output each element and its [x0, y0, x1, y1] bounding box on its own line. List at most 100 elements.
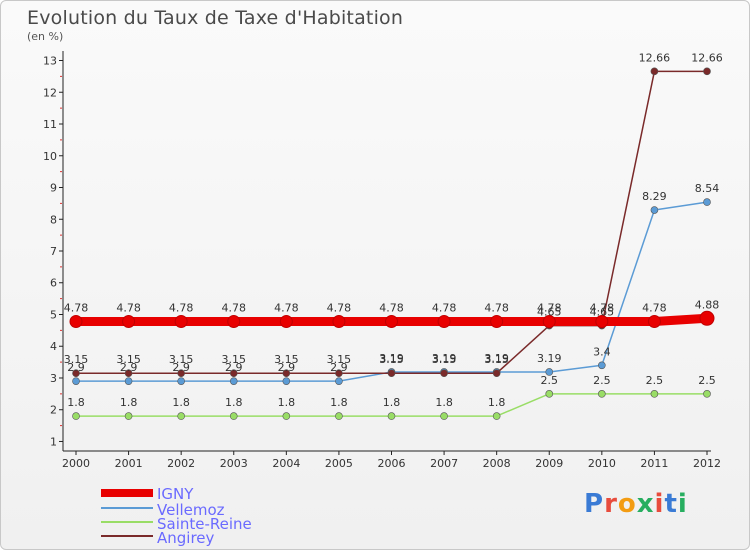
data-point-angirey [72, 369, 80, 378]
x-tick-label: 2009 [535, 457, 563, 470]
data-label-angirey: 4.65 [590, 306, 615, 319]
logo-letter: x [636, 489, 655, 519]
data-point-vellemoz [177, 377, 185, 385]
legend-swatch-sainte-reine [101, 521, 153, 523]
y-tick-label: 3 [50, 372, 57, 385]
legend-label-sainte-reine: Sainte-Reine [157, 515, 252, 533]
y-tick-label: 6 [50, 277, 57, 290]
data-point-sainte-reine [282, 412, 291, 420]
data-point-sainte-reine [387, 412, 396, 420]
data-point-sainte-reine [545, 390, 554, 398]
data-label-sainte-reine: 1.8 [330, 396, 348, 409]
data-label-angirey: 3.15 [379, 353, 404, 366]
data-point-vellemoz [229, 377, 238, 385]
data-label-sainte-reine: 1.8 [383, 396, 401, 409]
data-label-angirey: 3.15 [116, 353, 141, 366]
data-label-sainte-reine: 1.8 [120, 396, 138, 409]
legend-swatch-angirey [101, 535, 153, 537]
data-label-igny: 4.78 [537, 301, 562, 314]
y-tick-label: 1 [50, 435, 57, 448]
data-label-sainte-reine: 2.5 [541, 374, 559, 387]
data-point-igny [279, 314, 293, 328]
data-label-igny: 4.78 [64, 301, 89, 314]
data-point-sainte-reine [598, 390, 606, 398]
data-label-sainte-reine: 2.5 [698, 374, 716, 387]
x-tick-label: 2003 [220, 457, 248, 470]
data-point-igny [542, 314, 556, 328]
data-label-angirey: 4.65 [537, 306, 562, 319]
data-point-igny [699, 310, 715, 326]
data-point-sainte-reine [440, 412, 448, 420]
data-point-sainte-reine [124, 412, 133, 420]
data-point-vellemoz [703, 198, 711, 206]
data-point-vellemoz [335, 377, 343, 385]
data-label-sainte-reine: 1.8 [278, 396, 296, 409]
data-label-sainte-reine: 1.8 [225, 396, 243, 409]
y-tick-label: 9 [50, 182, 57, 195]
legend-label-angirey: Angirey [157, 529, 215, 547]
data-point-vellemoz [72, 377, 80, 385]
data-label-sainte-reine: 1.8 [435, 396, 453, 409]
x-tick-label: 2001 [115, 457, 143, 470]
chart-title: Evolution du Taux de Taxe d'Habitation [27, 7, 404, 29]
data-point-angirey [282, 369, 291, 378]
x-tick-label: 2010 [588, 457, 616, 470]
x-tick-label: 2007 [430, 457, 458, 470]
data-label-vellemoz: 2.9 [330, 361, 348, 374]
data-label-angirey: 12.66 [639, 51, 671, 64]
data-label-angirey: 3.15 [169, 353, 194, 366]
data-label-sainte-reine: 1.8 [488, 396, 506, 409]
x-tick-label: 2008 [483, 457, 511, 470]
data-label-angirey: 3.15 [432, 353, 457, 366]
data-label-vellemoz: 3.19 [484, 352, 509, 365]
data-label-igny: 4.88 [695, 298, 720, 311]
data-label-vellemoz: 3.4 [593, 345, 611, 358]
data-point-sainte-reine [229, 412, 238, 420]
y-tick-label: 13 [43, 55, 57, 68]
data-point-sainte-reine [650, 390, 659, 398]
data-point-angirey [703, 67, 711, 76]
data-point-vellemoz [545, 368, 554, 376]
data-point-igny [227, 314, 241, 328]
y-tick-label: 11 [43, 118, 57, 131]
x-tick-label: 2002 [167, 457, 195, 470]
data-label-vellemoz: 2.9 [120, 361, 138, 374]
data-label-igny: 4.78 [590, 301, 615, 314]
data-label-sainte-reine: 1.8 [172, 396, 190, 409]
data-point-vellemoz [282, 377, 291, 385]
data-label-igny: 4.78 [169, 301, 194, 314]
data-label-vellemoz: 2.9 [278, 361, 296, 374]
data-label-sainte-reine: 1.8 [67, 396, 85, 409]
data-label-igny: 4.78 [432, 301, 457, 314]
data-point-sainte-reine [72, 412, 80, 420]
y-tick-label: 10 [43, 150, 57, 163]
data-point-igny [647, 314, 661, 328]
data-point-igny [174, 314, 188, 328]
y-tick-label: 7 [50, 245, 57, 258]
data-label-igny: 4.78 [642, 301, 667, 314]
data-point-angirey [650, 67, 659, 76]
data-point-angirey [492, 369, 501, 378]
data-label-angirey: 3.15 [274, 353, 299, 366]
legend-label-igny: IGNY [157, 485, 194, 503]
data-label-angirey: 3.15 [327, 353, 352, 366]
legend-swatch-igny [101, 489, 153, 497]
x-tick-label: 2012 [693, 457, 721, 470]
logo-letter: r [604, 489, 618, 519]
proxiti-logo: Proxiti [584, 489, 688, 519]
x-tick-label: 2005 [325, 457, 353, 470]
data-label-sainte-reine: 2.5 [593, 374, 611, 387]
logo-letter: t [664, 489, 678, 519]
data-label-igny: 4.78 [327, 301, 352, 314]
x-tick-label: 2006 [378, 457, 406, 470]
data-label-igny: 4.78 [379, 301, 404, 314]
data-point-angirey [177, 369, 185, 378]
data-label-vellemoz: 2.9 [172, 361, 190, 374]
data-label-angirey: 3.15 [64, 353, 89, 366]
data-point-sainte-reine [335, 412, 343, 420]
data-point-angirey [229, 369, 238, 378]
data-label-igny: 4.78 [274, 301, 299, 314]
data-point-igny [69, 314, 83, 328]
x-tick-label: 2004 [272, 457, 300, 470]
